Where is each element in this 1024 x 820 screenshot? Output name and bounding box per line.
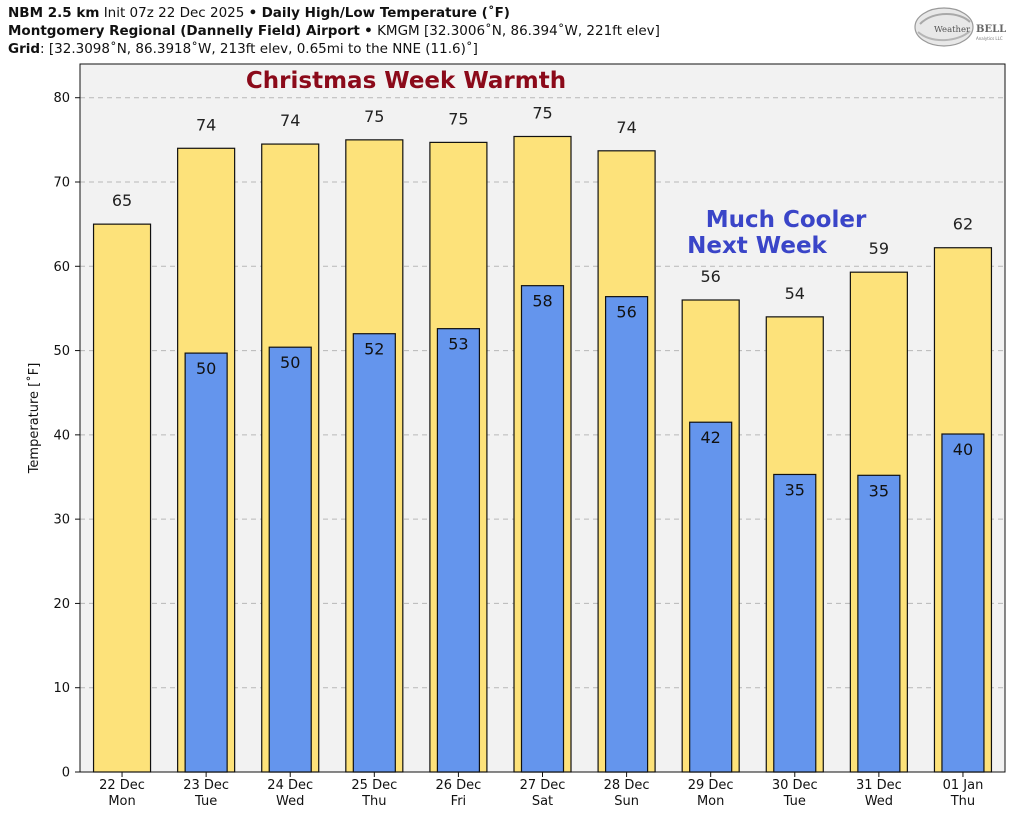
header-separator: • bbox=[364, 23, 373, 39]
weatherbell-logo: Weather BELL Analytics LLC bbox=[914, 7, 1006, 47]
logo-text-bell: BELL bbox=[976, 24, 1006, 35]
y-tick-label-60: 60 bbox=[53, 260, 70, 275]
cooler-annotation-line-2: Next Week bbox=[687, 233, 827, 259]
y-tick-label-40: 40 bbox=[53, 428, 70, 443]
x-tick-date-1: 23 Dec bbox=[183, 778, 229, 793]
low-bar-10 bbox=[941, 433, 985, 773]
header-line-2: Montgomery Regional (Dannelly Field) Air… bbox=[8, 22, 660, 40]
low-bar-5 bbox=[520, 285, 565, 773]
x-tick-day-9: Wed bbox=[865, 794, 893, 809]
x-tick-date-0: 22 Dec bbox=[99, 778, 145, 793]
y-axis-label: Temperature [˚F] bbox=[26, 363, 42, 475]
x-tick-day-0: Mon bbox=[108, 794, 135, 809]
x-tick-date-7: 29 Dec bbox=[688, 778, 734, 793]
high-value-label-0: 65 bbox=[112, 191, 132, 210]
low-value-label-10: 40 bbox=[953, 440, 973, 459]
y-tick-label-30: 30 bbox=[53, 513, 70, 528]
logo-text-sub: Analytics LLC bbox=[976, 36, 1003, 41]
x-tick-day-5: Sat bbox=[532, 794, 553, 809]
high-bar-0 bbox=[92, 223, 152, 773]
low-bar-3 bbox=[352, 333, 396, 773]
logo-text-weather: Weather bbox=[934, 25, 971, 35]
x-tick-day-6: Sun bbox=[614, 794, 639, 809]
station-name: Montgomery Regional (Dannelly Field) Air… bbox=[8, 23, 360, 39]
x-tick-day-8: Tue bbox=[783, 794, 806, 809]
x-tick-date-6: 28 Dec bbox=[604, 778, 650, 793]
high-value-label-7: 56 bbox=[701, 267, 721, 286]
y-tick-label-20: 20 bbox=[53, 597, 70, 612]
x-tick-date-3: 25 Dec bbox=[351, 778, 397, 793]
low-bar-9 bbox=[857, 474, 901, 773]
low-value-label-6: 56 bbox=[616, 303, 636, 322]
x-tick-date-5: 27 Dec bbox=[520, 778, 566, 793]
x-tick-day-10: Thu bbox=[950, 794, 975, 809]
data-labels: 65 74 50 74 50 75 52 75 53 75 58 74 56 56 42 54 35 59 35 62… bbox=[112, 103, 973, 500]
low-series bbox=[184, 285, 985, 773]
low-value-label-4: 53 bbox=[448, 335, 468, 354]
grid-label: Grid bbox=[8, 41, 41, 57]
y-axis: 0 10 20 30 40 50 60 70 80 bbox=[53, 91, 80, 781]
y-tick-label-0: 0 bbox=[62, 766, 70, 781]
header-separator: • bbox=[248, 5, 258, 21]
low-bar-1 bbox=[184, 352, 228, 773]
high-value-label-4: 75 bbox=[448, 109, 468, 128]
x-tick-date-4: 26 Dec bbox=[435, 778, 481, 793]
x-tick-day-4: Fri bbox=[451, 794, 467, 809]
chart-title: Daily High/Low Temperature (˚F) bbox=[261, 5, 510, 21]
y-tick-label-10: 10 bbox=[53, 681, 70, 696]
x-tick-day-7: Mon bbox=[697, 794, 724, 809]
y-tick-label-80: 80 bbox=[53, 91, 70, 106]
low-bar-2 bbox=[268, 346, 312, 773]
x-tick-date-2: 24 Dec bbox=[267, 778, 313, 793]
station-info: KMGM [32.3006˚N, 86.394˚W, 221ft elev] bbox=[377, 23, 660, 39]
low-value-label-3: 52 bbox=[364, 340, 384, 359]
high-value-label-9: 59 bbox=[869, 239, 889, 258]
cooler-annotation-line-1: Much Cooler bbox=[706, 207, 867, 233]
x-tick-date-8: 30 Dec bbox=[772, 778, 818, 793]
low-bar-7 bbox=[689, 421, 733, 773]
high-value-label-8: 54 bbox=[785, 284, 805, 303]
high-value-label-3: 75 bbox=[364, 107, 384, 126]
low-value-label-2: 50 bbox=[280, 353, 300, 372]
low-bar-4 bbox=[436, 328, 481, 773]
y-tick-label-70: 70 bbox=[53, 176, 70, 191]
high-value-label-6: 74 bbox=[616, 118, 636, 137]
high-value-label-1: 74 bbox=[196, 115, 216, 134]
x-tick-date-10: 01 Jan bbox=[943, 778, 984, 793]
high-value-label-5: 75 bbox=[532, 103, 552, 122]
high-value-label-10: 62 bbox=[953, 215, 973, 234]
y-tick-label-50: 50 bbox=[53, 344, 70, 359]
grid-info: : [32.3098˚N, 86.3918˚W, 213ft elev, 0.6… bbox=[40, 41, 478, 57]
x-tick-day-1: Tue bbox=[194, 794, 217, 809]
low-value-label-5: 58 bbox=[532, 292, 552, 311]
high-value-label-2: 74 bbox=[280, 111, 300, 130]
x-tick-date-9: 31 Dec bbox=[856, 778, 902, 793]
low-value-label-7: 42 bbox=[701, 428, 721, 447]
low-value-label-1: 50 bbox=[196, 359, 216, 378]
low-value-label-8: 35 bbox=[785, 480, 805, 499]
low-bar-8 bbox=[773, 473, 817, 773]
header-line-3: Grid: [32.3098˚N, 86.3918˚W, 213ft elev,… bbox=[8, 40, 478, 58]
init-time: Init 07z 22 Dec 2025 bbox=[103, 5, 245, 21]
low-value-label-9: 35 bbox=[869, 481, 889, 500]
low-bar-6 bbox=[604, 296, 649, 773]
x-tick-day-2: Wed bbox=[276, 794, 304, 809]
model-name: NBM 2.5 km bbox=[8, 5, 100, 21]
warmth-annotation: Christmas Week Warmth bbox=[246, 68, 566, 94]
header-line-1: NBM 2.5 km Init 07z 22 Dec 2025 • Daily … bbox=[8, 4, 510, 22]
x-tick-day-3: Thu bbox=[361, 794, 386, 809]
